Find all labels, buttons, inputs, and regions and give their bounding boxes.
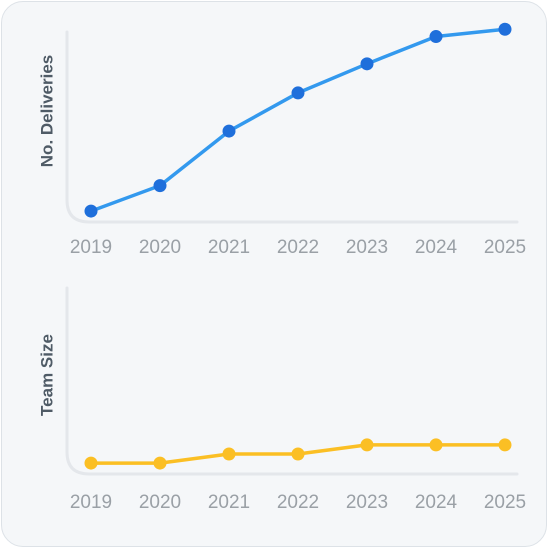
series-line: [89, 27, 507, 213]
x-tick-label: 2024: [415, 237, 458, 258]
x-tick-label: 2023: [346, 237, 388, 258]
x-tick-label: 2023: [346, 492, 388, 513]
x-tick-label: 2021: [208, 237, 250, 258]
data-point: [153, 456, 167, 470]
x-tick-label: 2022: [277, 237, 319, 258]
data-point: [429, 30, 443, 44]
data-point: [360, 57, 374, 71]
x-tick-label: 2022: [277, 492, 319, 513]
data-point: [153, 179, 167, 193]
x-tick-label: 2024: [415, 492, 458, 513]
data-point: [291, 86, 305, 100]
x-tick-label: 2020: [139, 237, 181, 258]
axis-line: [65, 30, 519, 224]
chart-panel-deliveries: No. Deliveries 2019 2020 2021 2022 2023 2024 2…: [37, 22, 526, 258]
x-tick-label: 2025: [484, 237, 526, 258]
y-axis-label: Team Size: [37, 334, 56, 416]
y-axis-label: No. Deliveries: [37, 55, 56, 167]
data-point: [84, 204, 98, 218]
data-point: [84, 456, 98, 470]
data-point: [222, 124, 236, 138]
x-tick-label: 2021: [208, 492, 250, 513]
x-tick-label: 2019: [70, 492, 112, 513]
data-point: [498, 438, 512, 452]
x-tick-label: 2019: [70, 237, 112, 258]
data-point: [429, 438, 443, 452]
data-point: [360, 438, 374, 452]
x-tick-label: 2025: [484, 492, 526, 513]
data-point: [291, 447, 305, 461]
x-tick-label: 2020: [139, 492, 181, 513]
data-point: [222, 447, 236, 461]
data-point: [498, 22, 512, 36]
chart-panel-team-size: Team Size 2019 2020 2021 2022 2023 2024 2025: [37, 286, 526, 513]
axis-line: [65, 286, 519, 476]
